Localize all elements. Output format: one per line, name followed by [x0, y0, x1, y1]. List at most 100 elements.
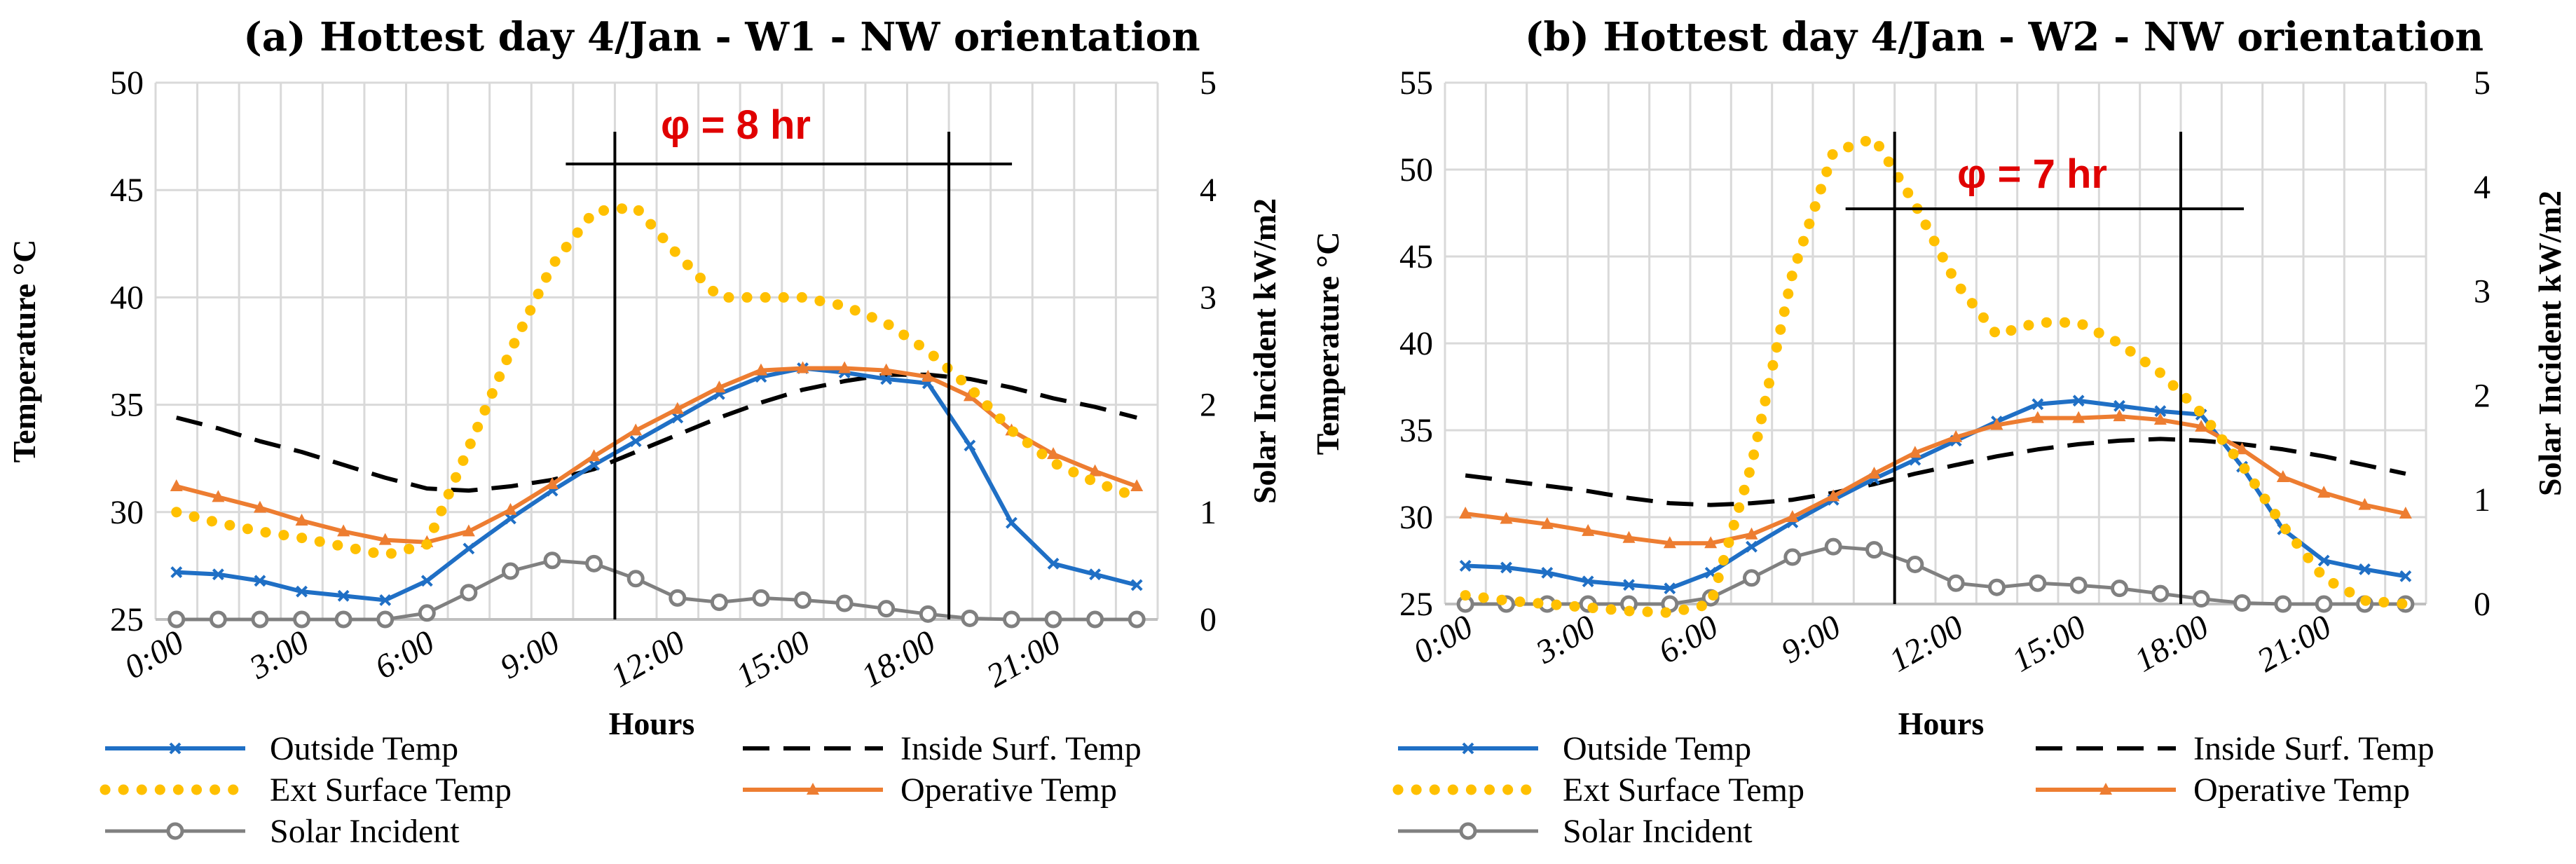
y-tick-label: 45	[110, 172, 144, 209]
data-point-operative	[337, 524, 350, 537]
y-tick-label: 30	[110, 494, 144, 531]
y-tick-label: 35	[1399, 412, 1433, 449]
legend-label-inside: Inside Surf. Temp	[900, 730, 1142, 767]
data-point-operative	[754, 363, 767, 376]
data-point-outside	[337, 589, 350, 602]
chart-title: (b) Hottest day 4/Jan - W2 - NW orientat…	[1525, 14, 2483, 60]
legend-label-solar: Solar Incident	[270, 813, 460, 850]
chart-panel-a: (a) Hottest day 4/Jan - W1 - NW orientat…	[6, 14, 1282, 850]
data-point-operative	[1868, 467, 1881, 479]
y2-tick-label: 3	[1200, 279, 1217, 316]
data-point-operative	[796, 361, 809, 373]
data-point-outside	[170, 566, 183, 579]
data-point-operative	[378, 533, 392, 545]
data-point-operative	[2276, 469, 2289, 482]
data-point-solar	[2274, 595, 2292, 613]
data-point-operative	[212, 490, 225, 502]
y2-tick-label: 5	[2474, 64, 2491, 102]
x-tick-label: 21:00	[2251, 608, 2337, 680]
x-tick-label: 15:00	[730, 624, 816, 695]
data-point-operative	[629, 423, 643, 436]
data-point-operative	[713, 380, 726, 393]
data-point-solar	[2151, 584, 2170, 603]
legend-label-solar: Solar Incident	[1563, 813, 1753, 850]
data-point-solar	[585, 554, 603, 572]
data-point-operative	[1582, 523, 1595, 536]
data-point-operative	[462, 524, 475, 537]
y-tick-label: 40	[110, 279, 144, 316]
x-tick-label: 3:00	[242, 624, 315, 687]
y-tick-label: 50	[1399, 151, 1433, 188]
chart-panel-b: (b) Hottest day 4/Jan - W2 - NW orientat…	[1310, 14, 2568, 850]
data-point-operative	[2031, 411, 2044, 423]
data-point-outside	[1047, 557, 1060, 570]
data-point-outside	[1623, 579, 1635, 591]
phase-lag-label: φ = 7 hr	[1957, 151, 2107, 197]
data-point-operative	[2195, 420, 2208, 432]
legend-label-operative: Operative Temp	[900, 772, 1117, 809]
data-point-solar	[251, 610, 269, 629]
data-point-outside	[1459, 560, 1472, 572]
data-point-solar	[2192, 590, 2210, 608]
data-point-outside	[254, 575, 266, 587]
data-point-operative	[2235, 442, 2249, 455]
data-point-outside	[2072, 395, 2085, 407]
data-point-operative	[1047, 447, 1060, 460]
y-tick-label: 40	[1399, 325, 1433, 362]
y2-axis-label: Solar Incident kW/m2	[2532, 191, 2568, 496]
legend-marker-solar	[1459, 822, 1477, 840]
data-point-solar	[669, 589, 687, 607]
data-point-outside	[1500, 561, 1512, 574]
data-point-operative	[1500, 512, 1513, 524]
data-point-operative	[1990, 418, 2003, 430]
data-point-solar	[1002, 610, 1020, 629]
data-point-solar	[1128, 610, 1146, 629]
legend-label-ext: Ext Surface Temp	[270, 772, 512, 809]
data-point-operative	[1704, 536, 1718, 549]
series-line-inside	[176, 372, 1137, 493]
y-tick-label: 45	[1399, 238, 1433, 275]
data-point-solar	[1086, 610, 1104, 629]
y-tick-label: 35	[110, 387, 144, 424]
legend-marker-operative	[2099, 783, 2112, 795]
x-tick-label: 18:00	[855, 624, 941, 695]
x-tick-label: 12:00	[605, 624, 691, 695]
legend-marker-outside	[1462, 742, 1474, 755]
y2-tick-label: 4	[1200, 172, 1217, 209]
data-point-outside	[2154, 405, 2167, 418]
data-point-solar	[877, 600, 896, 618]
data-point-operative	[1663, 536, 1676, 549]
phase-lag-label: φ = 8 hr	[661, 102, 811, 148]
chart-title: (a) Hottest day 4/Jan - W1 - NW orientat…	[243, 14, 1200, 60]
data-point-solar	[2029, 574, 2047, 592]
data-point-solar	[1743, 569, 1760, 587]
y-tick-label: 25	[1399, 586, 1433, 623]
data-point-operative	[879, 363, 893, 376]
data-point-outside	[212, 568, 224, 581]
data-point-outside	[671, 411, 684, 424]
legend-marker-operative	[807, 783, 819, 795]
data-point-solar	[961, 609, 979, 627]
data-point-operative	[1908, 446, 1921, 458]
data-point-operative	[2113, 409, 2126, 422]
data-point-operative	[253, 500, 266, 513]
data-point-outside	[2359, 563, 2371, 575]
data-point-solar	[1865, 541, 1883, 559]
x-tick-label: 21:00	[980, 624, 1067, 695]
data-point-operative	[1745, 527, 1758, 540]
data-point-outside	[629, 435, 642, 448]
data-point-outside	[2113, 399, 2125, 412]
y-tick-label: 30	[1399, 499, 1433, 536]
data-point-outside	[1130, 579, 1143, 591]
data-point-operative	[504, 502, 517, 515]
legend-label-operative: Operative Temp	[2193, 772, 2410, 809]
data-point-solar	[2233, 594, 2251, 612]
data-point-solar	[794, 591, 812, 609]
data-point-solar	[1906, 555, 1924, 573]
y-tick-label: 50	[110, 64, 144, 102]
data-point-solar	[1947, 574, 1965, 592]
data-point-solar	[2315, 595, 2333, 613]
data-point-solar	[626, 570, 645, 588]
legend-marker-outside	[169, 742, 181, 755]
